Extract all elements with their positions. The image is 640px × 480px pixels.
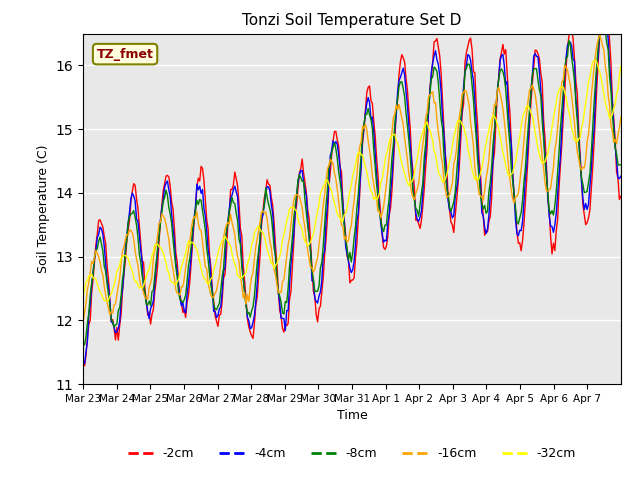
X-axis label: Time: Time	[337, 409, 367, 422]
Y-axis label: Soil Temperature (C): Soil Temperature (C)	[37, 144, 50, 273]
Title: Tonzi Soil Temperature Set D: Tonzi Soil Temperature Set D	[243, 13, 461, 28]
Text: TZ_fmet: TZ_fmet	[97, 48, 154, 60]
Legend: -2cm, -4cm, -8cm, -16cm, -32cm: -2cm, -4cm, -8cm, -16cm, -32cm	[123, 443, 581, 465]
